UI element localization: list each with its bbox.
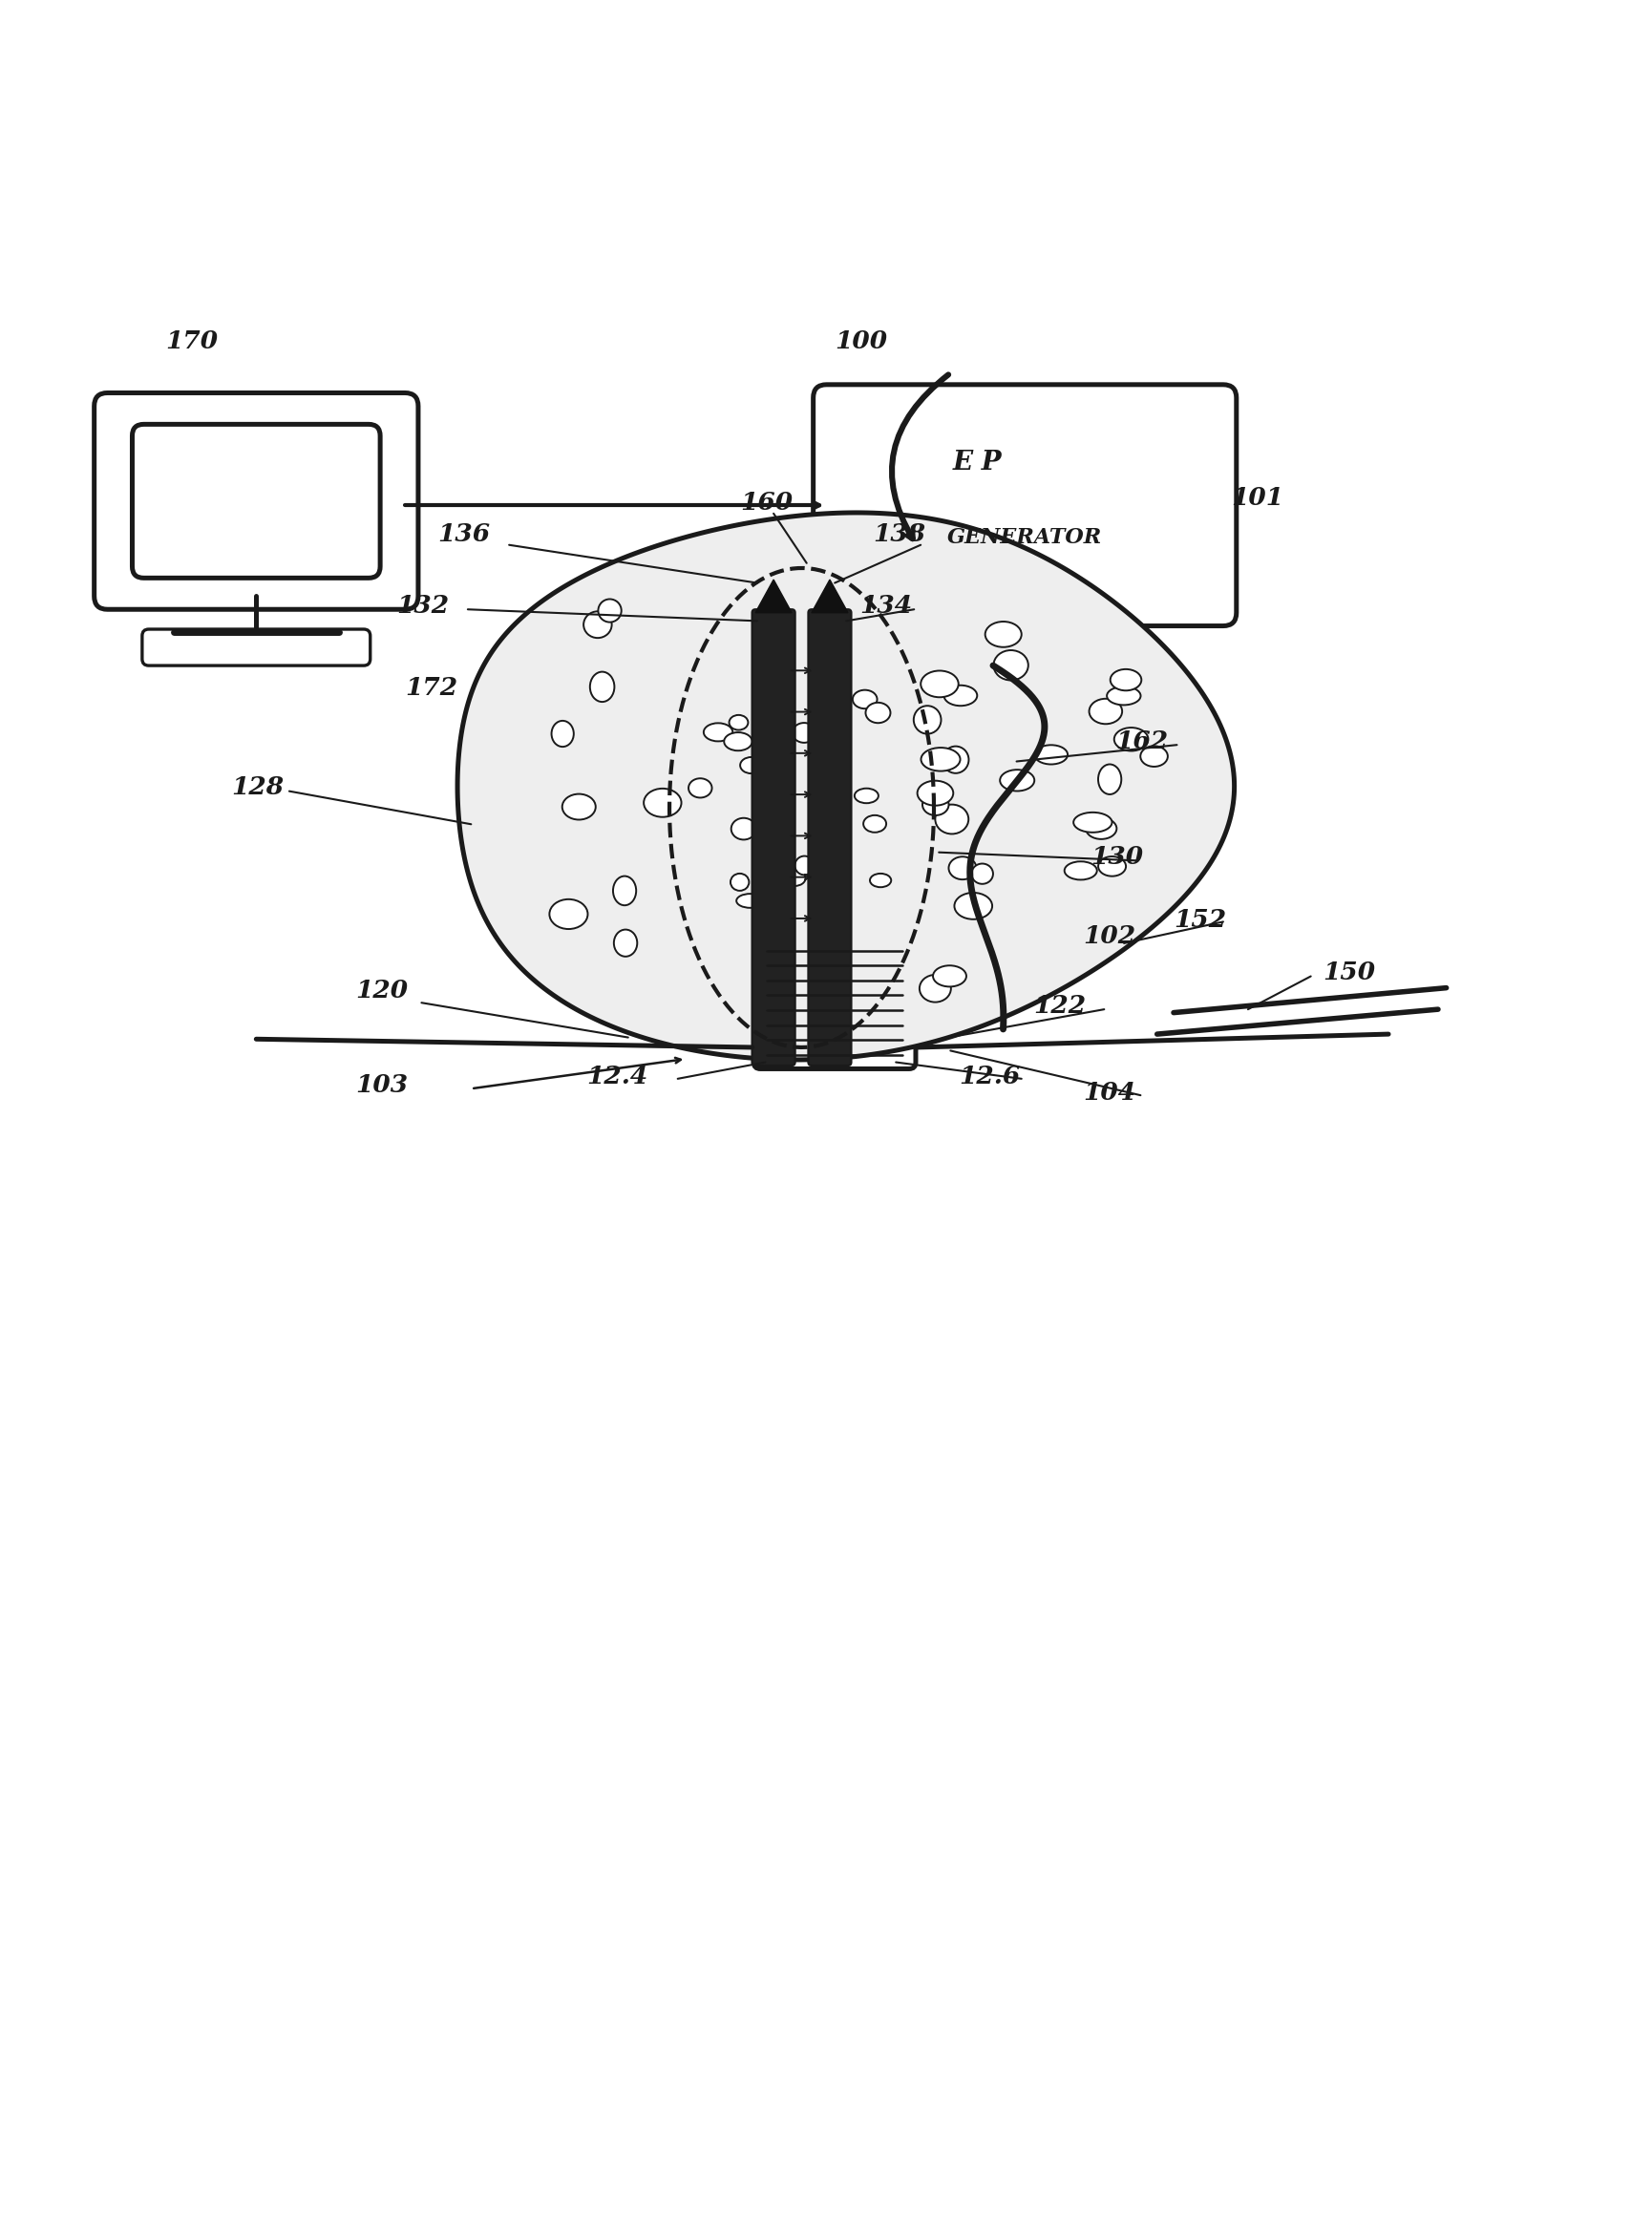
Text: 120: 120: [355, 978, 408, 1002]
Text: 104: 104: [1082, 1082, 1135, 1104]
Ellipse shape: [971, 865, 993, 885]
Ellipse shape: [942, 747, 968, 774]
Ellipse shape: [791, 723, 814, 743]
Ellipse shape: [935, 805, 968, 834]
Ellipse shape: [953, 893, 991, 920]
Ellipse shape: [999, 769, 1034, 791]
Ellipse shape: [914, 705, 940, 734]
Text: 136: 136: [438, 523, 491, 545]
Text: 172: 172: [405, 676, 458, 701]
Ellipse shape: [1072, 811, 1112, 831]
Ellipse shape: [730, 818, 755, 840]
Ellipse shape: [932, 967, 966, 987]
Text: 162: 162: [1115, 729, 1168, 754]
Polygon shape: [458, 512, 1234, 1060]
Ellipse shape: [783, 871, 805, 887]
Ellipse shape: [598, 599, 621, 623]
Text: 12.4: 12.4: [586, 1064, 648, 1089]
FancyBboxPatch shape: [808, 610, 851, 1066]
Ellipse shape: [1110, 670, 1142, 689]
Text: 100: 100: [834, 328, 887, 353]
FancyBboxPatch shape: [94, 392, 418, 610]
FancyBboxPatch shape: [142, 630, 370, 665]
Text: GENERATOR: GENERATOR: [947, 528, 1102, 548]
Ellipse shape: [590, 672, 615, 703]
Polygon shape: [755, 579, 791, 612]
Ellipse shape: [948, 856, 976, 880]
Ellipse shape: [1107, 687, 1140, 705]
Ellipse shape: [689, 778, 712, 798]
Text: 122: 122: [1032, 993, 1085, 1018]
Text: 101: 101: [1231, 486, 1284, 510]
Text: 152: 152: [1173, 907, 1226, 931]
Ellipse shape: [1097, 856, 1125, 876]
Text: 130: 130: [1090, 845, 1143, 869]
FancyBboxPatch shape: [801, 907, 867, 942]
Text: 170: 170: [165, 328, 218, 353]
Ellipse shape: [613, 929, 636, 956]
Ellipse shape: [613, 876, 636, 905]
Ellipse shape: [1085, 818, 1117, 838]
Ellipse shape: [1140, 745, 1166, 767]
Ellipse shape: [1113, 727, 1148, 752]
Ellipse shape: [920, 672, 958, 696]
Ellipse shape: [552, 721, 573, 747]
Text: 128: 128: [231, 776, 284, 800]
Ellipse shape: [862, 816, 885, 831]
Ellipse shape: [917, 780, 953, 805]
Ellipse shape: [729, 716, 748, 729]
Ellipse shape: [583, 612, 611, 638]
Ellipse shape: [704, 723, 732, 740]
Text: 132: 132: [396, 594, 449, 619]
Ellipse shape: [919, 975, 950, 1002]
Ellipse shape: [1034, 745, 1067, 765]
Ellipse shape: [852, 689, 877, 709]
Ellipse shape: [869, 873, 890, 887]
Text: E P: E P: [952, 450, 1001, 474]
FancyBboxPatch shape: [957, 612, 1029, 665]
Text: 103: 103: [355, 1073, 408, 1097]
Text: 134: 134: [859, 594, 912, 619]
Ellipse shape: [762, 975, 783, 998]
Polygon shape: [811, 579, 847, 612]
Ellipse shape: [737, 893, 763, 907]
Ellipse shape: [943, 685, 976, 705]
Text: 150: 150: [1322, 960, 1374, 984]
Ellipse shape: [920, 747, 960, 772]
Ellipse shape: [548, 900, 588, 929]
Ellipse shape: [740, 758, 762, 774]
Ellipse shape: [985, 621, 1021, 647]
Ellipse shape: [562, 794, 595, 820]
Ellipse shape: [1089, 698, 1122, 725]
FancyBboxPatch shape: [752, 610, 795, 1066]
Ellipse shape: [643, 789, 681, 818]
FancyBboxPatch shape: [132, 423, 380, 579]
Ellipse shape: [1064, 862, 1097, 880]
Ellipse shape: [795, 856, 813, 876]
Ellipse shape: [922, 794, 948, 816]
Text: 12.6: 12.6: [958, 1064, 1019, 1089]
Ellipse shape: [854, 789, 877, 803]
FancyBboxPatch shape: [813, 384, 1236, 625]
Ellipse shape: [866, 703, 890, 723]
Ellipse shape: [724, 732, 752, 752]
Text: 102: 102: [1082, 924, 1135, 949]
FancyBboxPatch shape: [753, 936, 915, 1069]
Text: 160: 160: [740, 492, 793, 514]
Text: 138: 138: [872, 523, 925, 545]
Ellipse shape: [730, 873, 748, 891]
Ellipse shape: [993, 650, 1028, 681]
Ellipse shape: [1097, 765, 1120, 794]
